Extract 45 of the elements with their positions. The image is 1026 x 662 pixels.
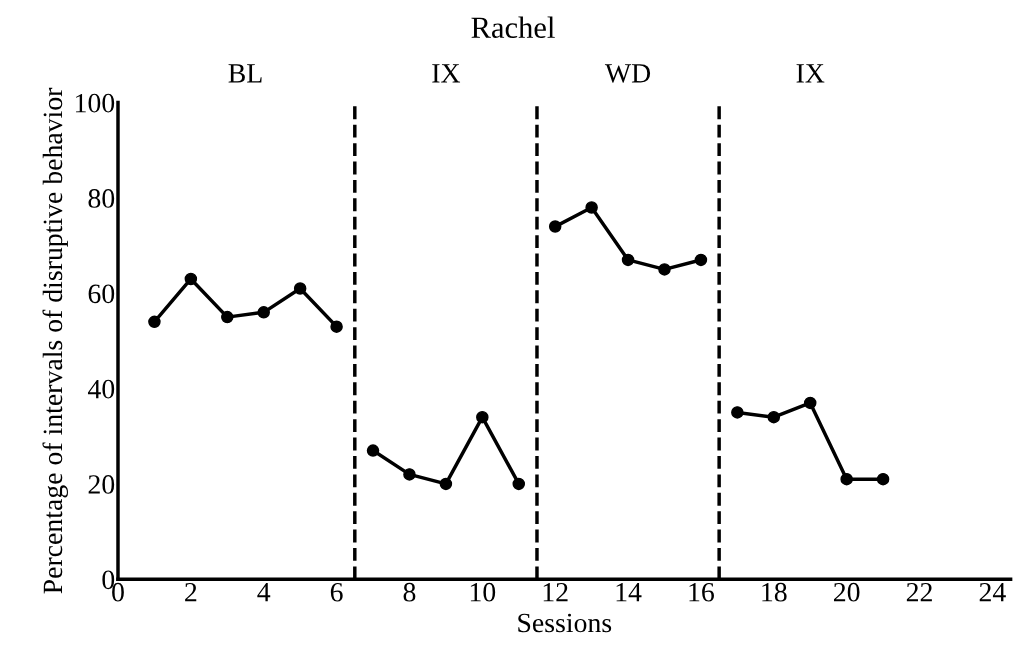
point bbox=[621, 253, 635, 267]
x-axis-title: Sessions bbox=[518, 613, 612, 633]
point bbox=[694, 253, 708, 267]
x-tick-label: 14 bbox=[616, 582, 642, 602]
point bbox=[330, 320, 343, 333]
y-tick-label: 20 bbox=[88, 475, 115, 494]
x-tick-label: 8 bbox=[403, 582, 416, 602]
point bbox=[548, 220, 562, 233]
point bbox=[439, 477, 453, 491]
x-tick-label: 6 bbox=[330, 582, 343, 602]
y-axis-title: Percentage of intervals of disruptive behavior bbox=[42, 87, 68, 594]
x-tick-label: 18 bbox=[762, 582, 787, 602]
text: IX bbox=[432, 64, 461, 83]
y-tick-label: 100 bbox=[75, 93, 115, 113]
x-tick-label: 10 bbox=[470, 582, 496, 602]
point bbox=[767, 410, 781, 424]
x-tick-label: 24 bbox=[979, 582, 1006, 602]
x-tick-label: 2 bbox=[185, 582, 197, 602]
y-tick-label: 60 bbox=[88, 284, 115, 304]
point bbox=[512, 477, 526, 491]
x-tick-label: 20 bbox=[833, 582, 860, 602]
point bbox=[731, 406, 744, 419]
point bbox=[403, 468, 416, 481]
point bbox=[803, 396, 817, 410]
text: IX bbox=[796, 64, 825, 83]
text: WD bbox=[604, 64, 651, 83]
point bbox=[840, 472, 853, 486]
x-tick-label: 4 bbox=[257, 583, 271, 602]
point bbox=[257, 306, 270, 319]
x-tick-label: 12 bbox=[543, 582, 568, 602]
y-tick-label: 40 bbox=[87, 379, 115, 399]
point bbox=[221, 310, 234, 324]
point bbox=[148, 315, 161, 329]
point bbox=[366, 444, 380, 457]
point bbox=[293, 282, 307, 295]
x-tick-label: 16 bbox=[689, 582, 714, 602]
point bbox=[585, 201, 598, 214]
point bbox=[184, 272, 198, 286]
y-tick-label: 80 bbox=[88, 189, 115, 208]
point bbox=[476, 410, 489, 424]
chart-title: Rachel bbox=[471, 16, 555, 39]
text: BL bbox=[228, 64, 262, 83]
point bbox=[658, 263, 671, 276]
x-tick-label: 22 bbox=[906, 582, 932, 602]
point bbox=[876, 472, 890, 486]
